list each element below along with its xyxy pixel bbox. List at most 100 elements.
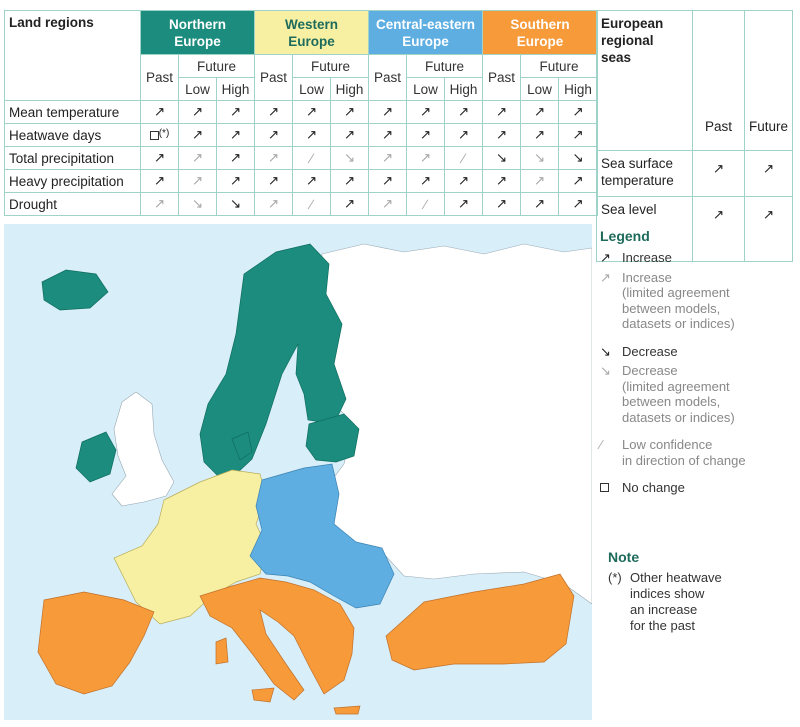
increase-icon: ↗ <box>153 150 166 165</box>
trend-cell: ↗ <box>482 100 522 124</box>
increase-icon: ↗ <box>457 196 470 211</box>
table-row: Heatwave days (*) ↗ ↗ ↗ ↗ ↗ ↗ ↗ ↗ ↗ ↗ ↗ <box>4 123 599 147</box>
legend: Legend ↗ Increase ↗ Increase (limited agree… <box>600 228 796 496</box>
increase-icon: ↗ <box>419 173 432 188</box>
trend-cell: ↗ <box>254 123 293 147</box>
increase-icon: ↗ <box>153 173 166 188</box>
header-western-europe: Western Europe <box>253 10 370 55</box>
low-scenario-header: Low <box>406 77 446 101</box>
legend-item: ↘ Decrease (limited agreement between mod… <box>600 363 796 425</box>
increase-limited-icon: ↗ <box>533 173 546 188</box>
increase-icon: ↗ <box>533 196 546 211</box>
trend-cell: ↗ <box>368 123 408 147</box>
trend-cell: ↘ <box>178 192 217 216</box>
increase-limited-icon: ↗ <box>381 150 394 165</box>
increase-icon: ↗ <box>533 104 546 119</box>
low-confidence-icon: ∕ <box>462 150 465 166</box>
trend-cell: ↗ <box>520 123 560 147</box>
increase-icon: ↗ <box>762 161 775 176</box>
trend-cell: ↗ <box>254 100 293 124</box>
trend-cell: ↗ <box>178 169 217 193</box>
region-uk <box>111 391 175 507</box>
increase-limited-icon: ↗ <box>267 196 280 211</box>
trend-cell: ↗ <box>178 146 217 170</box>
decrease-icon: ↘ <box>229 196 242 211</box>
region-iberia <box>37 591 155 695</box>
increase-icon: ↗ <box>572 196 584 211</box>
increase-icon: ↗ <box>343 173 356 188</box>
region-turkey-cyprus <box>385 573 575 671</box>
legend-text: Increase <box>622 250 672 265</box>
increase-icon: ↗ <box>343 104 356 119</box>
increase-icon: ↗ <box>305 104 318 119</box>
trend-cell: ↗ <box>368 100 408 124</box>
trend-cell: ∕ <box>406 192 446 216</box>
trend-cell: ↗ <box>406 146 446 170</box>
trend-cell: ↗ <box>140 100 179 124</box>
note: (*) Other heatwave indices show an incre… <box>608 570 794 634</box>
increase-limited-icon: ↗ <box>267 150 280 165</box>
increase-icon: ↗ <box>229 150 242 165</box>
note-text: Other heatwave indices show an increase … <box>630 570 722 633</box>
increase-icon: ↗ <box>572 104 584 119</box>
region-ireland <box>75 431 117 483</box>
past-header: Past <box>482 54 522 101</box>
increase-icon: ↗ <box>572 127 584 142</box>
seas-past-header: Past <box>692 102 745 151</box>
increase-icon: ↗ <box>381 173 394 188</box>
trend-cell: ↗ <box>216 123 255 147</box>
no-change-icon <box>149 130 159 140</box>
decrease-limited-icon: ↘ <box>191 196 204 211</box>
note-title: Note <box>608 549 640 565</box>
decrease-limited-icon: ↘ <box>533 150 546 165</box>
trend-cell: ↗ <box>444 169 484 193</box>
trend-cell: ↗ <box>482 169 522 193</box>
trend-cell: ↗ <box>216 100 255 124</box>
trend-cell: ↗ <box>406 169 446 193</box>
trend-cell: ↗ <box>178 100 217 124</box>
trend-cell: ↗ <box>558 100 599 124</box>
increase-icon: ↗ <box>267 104 280 119</box>
trend-cell: ↗ <box>482 192 522 216</box>
trend-cell: ↗ <box>254 169 293 193</box>
trend-cell: ↗ <box>444 123 484 147</box>
europe-region-map <box>4 224 592 720</box>
low-confidence-icon: ∕ <box>310 150 313 166</box>
legend-text: Decrease <box>622 343 678 359</box>
trend-cell: ∕ <box>292 192 331 216</box>
regional-seas-table: European regional seas Past Future Sea s… <box>596 10 793 262</box>
low-scenario-header: Low <box>292 77 331 101</box>
trend-cell: ↗ <box>520 100 560 124</box>
increase-icon: ↗ <box>305 173 318 188</box>
row-label: Drought <box>4 192 141 216</box>
seas-symbol: ↗ <box>744 150 793 197</box>
seas-symbol: ↗ <box>692 150 745 197</box>
seas-symbol: ↗ <box>692 196 745 262</box>
increase-icon: ↗ <box>343 196 356 211</box>
future-header: Future <box>178 54 255 78</box>
increase-limited-icon: ↗ <box>419 150 432 165</box>
decrease-icon: ↘ <box>495 150 508 165</box>
increase-icon: ↗ <box>381 104 394 119</box>
increase-icon: ↗ <box>191 127 204 142</box>
region-denmark <box>231 431 253 461</box>
trend-cell: ↘ <box>482 146 522 170</box>
header-northern-europe: Northern Europe <box>140 10 255 55</box>
trend-cell: ↗ <box>482 123 522 147</box>
legend-item: ∕ Low confidence in direction of change <box>600 437 796 468</box>
trend-cell: ∕ <box>444 146 484 170</box>
increase-icon: ↗ <box>712 207 725 222</box>
increase-icon: ↗ <box>419 104 432 119</box>
region-sardinia <box>215 637 229 665</box>
region-baltics <box>305 413 360 463</box>
trend-cell: ↗ <box>406 100 446 124</box>
trend-cell: ↗ <box>140 192 179 216</box>
note-marker: (*) <box>608 570 622 585</box>
trend-cell: ↗ <box>329 100 370 124</box>
row-label: Mean temperature <box>4 100 141 124</box>
table-row: Mean temperature ↗ ↗ ↗ ↗ ↗ ↗ ↗ ↗ ↗ ↗ ↗ ↗ <box>4 100 599 124</box>
header-southern-europe: Southern Europe <box>482 10 599 55</box>
decrease-limited-icon: ↘ <box>343 150 356 165</box>
past-header: Past <box>140 54 179 101</box>
trend-cell: ↗ <box>329 123 370 147</box>
